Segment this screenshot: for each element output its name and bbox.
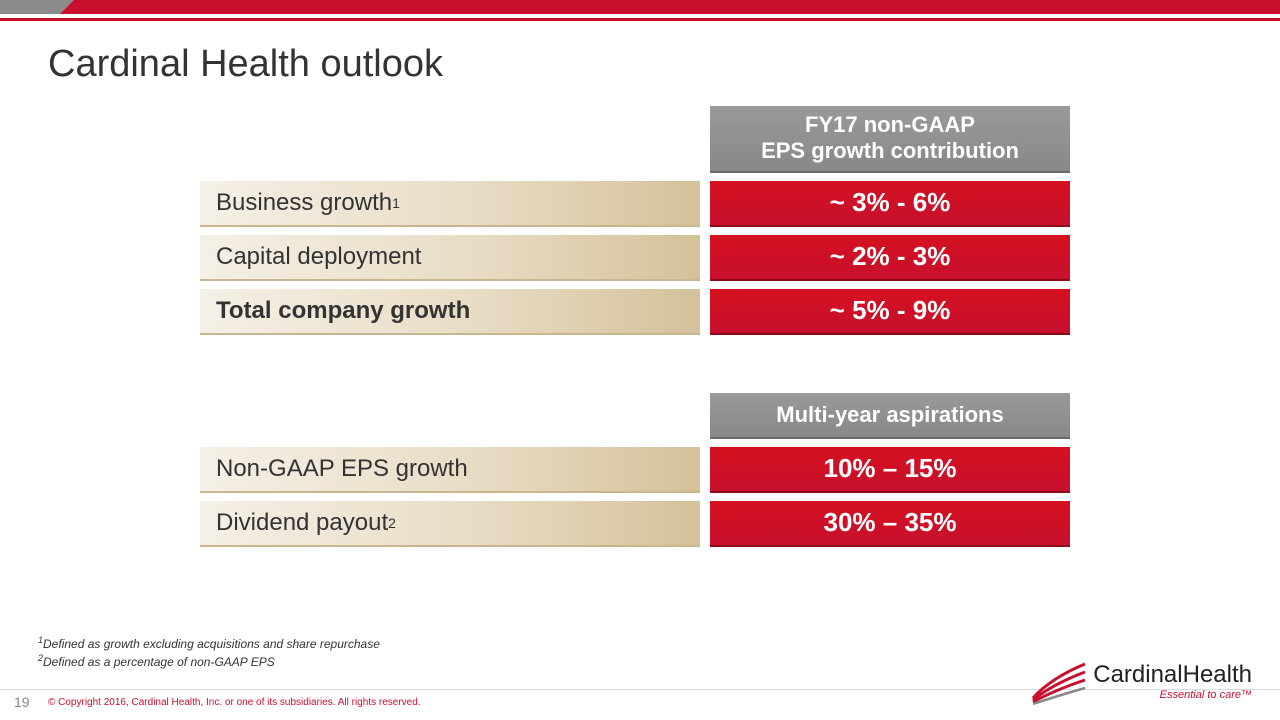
section-gap <box>200 343 1070 393</box>
brand-logo-icon <box>1031 658 1087 706</box>
header-spacer <box>200 393 700 439</box>
section1-header-row: FY17 non-GAAP EPS growth contribution <box>200 106 1070 173</box>
row-value: ~ 3% - 6% <box>710 181 1070 227</box>
section1-header-line1: FY17 non-GAAP <box>805 112 975 138</box>
table-row: Dividend payout2 30% – 35% <box>200 501 1070 547</box>
section1-header: FY17 non-GAAP EPS growth contribution <box>710 106 1070 173</box>
label-sup: 2 <box>388 515 396 531</box>
label-text: Non-GAAP EPS growth <box>216 455 468 483</box>
table-row: Business growth1 ~ 3% - 6% <box>200 181 1070 227</box>
row-value: 30% – 35% <box>710 501 1070 547</box>
footnotes: 1Defined as growth excluding acquisition… <box>38 634 380 670</box>
brand-name: CardinalHealth <box>1093 663 1252 687</box>
row-label: Capital deployment <box>200 235 700 281</box>
row-value: ~ 2% - 3% <box>710 235 1070 281</box>
label-text: Capital deployment <box>216 243 421 271</box>
row-label: Non-GAAP EPS growth <box>200 447 700 493</box>
table-row: Non-GAAP EPS growth 10% – 15% <box>200 447 1070 493</box>
page-number: 19 <box>14 694 30 710</box>
row-label: Business growth1 <box>200 181 700 227</box>
table-row: Total company growth ~ 5% - 9% <box>200 289 1070 335</box>
top-thin-red-line <box>0 18 1280 21</box>
footnote-1: 1Defined as growth excluding acquisition… <box>38 634 380 652</box>
brand-logo-text: CardinalHealth Essential to care™ <box>1093 663 1252 701</box>
section1-header-line2: EPS growth contribution <box>761 138 1019 164</box>
footnote-2: 2Defined as a percentage of non-GAAP EPS <box>38 652 380 670</box>
label-text: Business growth <box>216 189 392 217</box>
page-title: Cardinal Health outlook <box>48 43 1280 86</box>
footnote-1-text: Defined as growth excluding acquisitions… <box>43 637 380 651</box>
section2-header-row: Multi-year aspirations <box>200 393 1070 439</box>
label-text: Total company growth <box>216 297 470 325</box>
row-value: 10% – 15% <box>710 447 1070 493</box>
brand-logo: CardinalHealth Essential to care™ <box>1031 658 1252 706</box>
header-spacer <box>200 106 700 173</box>
row-value: ~ 5% - 9% <box>710 289 1070 335</box>
section2-header: Multi-year aspirations <box>710 393 1070 439</box>
copyright-text: © Copyright 2016, Cardinal Health, Inc. … <box>48 697 421 708</box>
content-area: FY17 non-GAAP EPS growth contribution Bu… <box>200 106 1070 547</box>
top-red-bar <box>0 0 1280 14</box>
row-label-bold: Total company growth <box>200 289 700 335</box>
row-label: Dividend payout2 <box>200 501 700 547</box>
section2-header-line1: Multi-year aspirations <box>776 402 1003 428</box>
footnote-2-text: Defined as a percentage of non-GAAP EPS <box>43 655 275 669</box>
label-sup: 1 <box>392 195 400 211</box>
table-row: Capital deployment ~ 2% - 3% <box>200 235 1070 281</box>
label-text: Dividend payout <box>216 509 388 537</box>
brand-tagline: Essential to care™ <box>1093 689 1252 701</box>
